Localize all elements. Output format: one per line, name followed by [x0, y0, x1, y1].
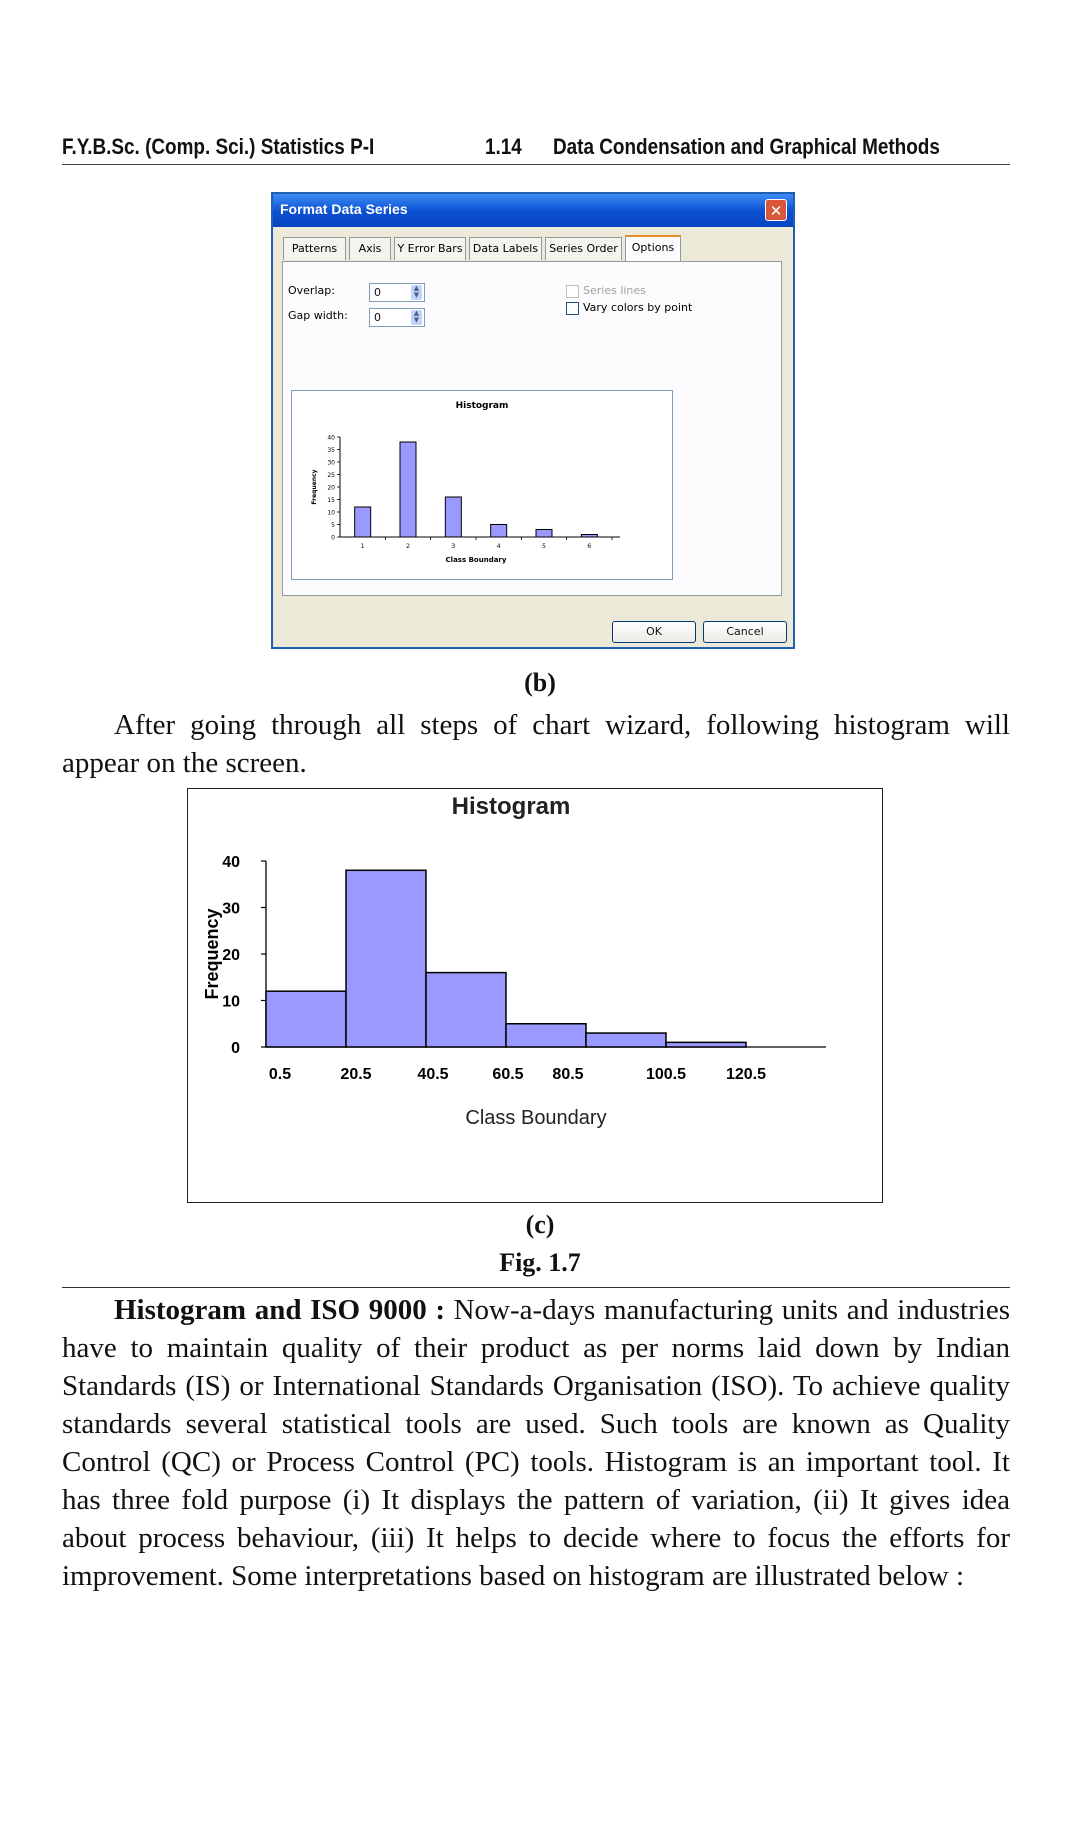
preview-y-tick-label: 30 — [327, 460, 335, 467]
x-tick-label: 120.5 — [726, 1066, 766, 1083]
body-text: Histogram and ISO 9000 : Now-a-days manu… — [62, 1291, 1010, 1595]
body-paragraph: Histogram and ISO 9000 : Now-a-days manu… — [62, 1291, 1010, 1595]
x-tick-label: 80.5 — [552, 1066, 583, 1083]
overlap-stepper[interactable]: 0 ▲ ▼ — [369, 283, 425, 302]
preview-y-tick-label: 35 — [327, 447, 335, 454]
close-icon[interactable]: ✕ — [765, 199, 787, 221]
histogram-bar — [265, 990, 347, 1048]
y-tick-label: 20 — [222, 947, 240, 964]
preview-bar — [580, 534, 598, 538]
divider — [62, 1287, 1010, 1288]
preview-y-tick-label: 5 — [331, 522, 335, 529]
y-tick-label: 0 — [231, 1040, 240, 1057]
gap-width-value: 0 — [374, 311, 381, 324]
histogram-bar — [665, 1041, 747, 1048]
ok-button[interactable]: OK — [612, 621, 696, 643]
histogram-svg: Histogram 0 10 20 30 40 Frequency 0.5 20.5 40.5 60… — [202, 793, 826, 1129]
preview-y-tick-label: 0 — [331, 535, 335, 542]
preview-bar — [354, 506, 372, 538]
header-page-number: 1.14 — [485, 134, 522, 159]
series-lines-checkbox[interactable] — [566, 285, 579, 298]
preview-bar — [535, 529, 553, 538]
preview-y-axis-label: Frequency — [311, 469, 318, 504]
gap-width-label: Gap width: — [288, 309, 348, 322]
overlap-label: Overlap: — [288, 284, 335, 297]
preview-bar — [490, 524, 508, 538]
x-tick-label: 60.5 — [492, 1066, 523, 1083]
spinner-arrows-icon[interactable]: ▲ ▼ — [411, 285, 422, 300]
tab-axis[interactable]: Axis — [349, 237, 391, 260]
tab-patterns[interactable]: Patterns — [283, 237, 346, 260]
header-book-title: F.Y.B.Sc. (Comp. Sci.) Statistics P-I — [62, 134, 375, 159]
gap-width-stepper[interactable]: 0 ▲ ▼ — [369, 308, 425, 327]
preview-x-tick-label: 5 — [542, 543, 546, 550]
tab-data-labels[interactable]: Data Labels — [469, 237, 542, 260]
preview-chart-title: Histogram — [456, 401, 509, 411]
y-axis-label: Frequency — [202, 908, 222, 999]
preview-x-tick-label: 4 — [497, 543, 501, 550]
overlap-value: 0 — [374, 286, 381, 299]
preview-y-tick-label: 40 — [327, 435, 335, 442]
preview-y-tick-label: 10 — [327, 510, 335, 517]
x-tick-label: 20.5 — [340, 1066, 371, 1083]
preview-x-axis-label: Class Boundary — [446, 556, 507, 564]
intro-text: After going through all steps of chart w… — [62, 709, 1010, 779]
caption-b: (b) — [524, 668, 556, 697]
format-data-series-dialog: Format Data Series ✕ Patterns Axis Y Err… — [271, 192, 795, 649]
preview-x-tick-label: 6 — [587, 543, 591, 550]
histogram-chart: Histogram 0 10 20 30 40 Frequency 0.5 20.5 40.5 60… — [187, 788, 883, 1203]
cancel-button[interactable]: Cancel — [703, 621, 787, 643]
preview-chart: Histogram 0 5 10 15 20 25 30 35 40 Frequency 1 2 3 4 5 6… — [311, 401, 620, 564]
dialog-title: Format Data Series — [280, 201, 408, 217]
x-tick-label: 40.5 — [417, 1066, 448, 1083]
histogram-bar — [505, 1023, 587, 1048]
preview-bar — [399, 441, 417, 538]
histogram-bar — [345, 869, 427, 1048]
tab-y-error-bars[interactable]: Y Error Bars — [394, 237, 466, 260]
figure-caption: Fig. 1.7 — [499, 1248, 581, 1277]
preview-x-tick-label: 2 — [406, 543, 410, 550]
chart-title: Histogram — [452, 793, 571, 820]
y-tick-label: 40 — [222, 854, 240, 871]
x-tick-label: 0.5 — [269, 1066, 291, 1083]
vary-colors-label: Vary colors by point — [583, 301, 693, 314]
histogram-bar — [585, 1032, 667, 1048]
page-header: F.Y.B.Sc. (Comp. Sci.) Statistics P-I 1.… — [62, 130, 1010, 165]
y-tick-label: 10 — [222, 994, 240, 1011]
options-panel: Overlap: 0 ▲ ▼ Gap width: 0 ▲ ▼ Series lin… — [282, 261, 782, 596]
tab-options[interactable]: Options — [625, 235, 681, 261]
series-lines-label: Series lines — [583, 284, 646, 297]
y-tick-label: 30 — [222, 901, 240, 918]
vary-colors-checkbox[interactable] — [566, 302, 579, 315]
preview-y-tick-label: 20 — [327, 485, 335, 492]
body-bold-lead: Histogram and ISO 9000 : — [114, 1294, 445, 1326]
histogram-preview: Histogram 0 5 10 15 20 25 30 35 40 Frequency 1 2 3 4 5 6… — [291, 390, 673, 580]
intro-paragraph: After going through all steps of chart w… — [62, 706, 1010, 782]
preview-y-tick-label: 25 — [327, 472, 335, 479]
preview-y-tick-label: 15 — [327, 497, 335, 504]
preview-x-tick-label: 3 — [451, 543, 455, 550]
spinner-arrows-icon[interactable]: ▲ ▼ — [411, 310, 422, 325]
preview-bar — [444, 496, 462, 538]
preview-x-tick-label: 1 — [361, 543, 365, 550]
x-axis-label: Class Boundary — [465, 1107, 606, 1129]
body-main-text: Now-a-days manufacturing units and indus… — [62, 1294, 1010, 1592]
x-tick-label: 100.5 — [646, 1066, 686, 1083]
header-chapter-title: Data Condensation and Graphical Methods — [553, 134, 940, 159]
caption-c: (c) — [525, 1210, 555, 1239]
histogram-bar — [425, 971, 507, 1048]
dialog-title-bar: Format Data Series ✕ — [273, 194, 793, 227]
tab-series-order[interactable]: Series Order — [545, 237, 622, 260]
